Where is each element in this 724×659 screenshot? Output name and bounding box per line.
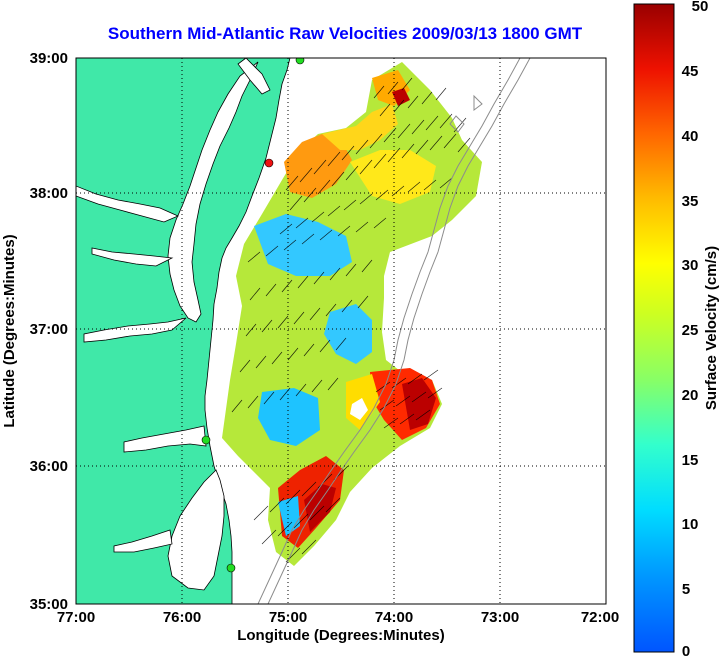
station-marker [295, 58, 305, 65]
y-axis-ticks: 39:00 38:00 37:00 36:00 35:00 [30, 50, 68, 613]
colorbar-tick-label: 35 [682, 193, 699, 210]
y-axis-label: Latitude (Degrees:Minutes) [1, 234, 18, 427]
station-marker [201, 435, 211, 445]
potomac-river [76, 185, 179, 223]
plot-frame [75, 57, 607, 605]
x-tick-label: 77:00 [57, 609, 95, 626]
colorbar-tick-label: 20 [682, 387, 699, 404]
colorbar-tick-label: 5 [682, 581, 690, 598]
colorbar-tick-label: 15 [682, 452, 699, 469]
map-title: Southern Mid-Atlantic Raw Velocities 200… [107, 24, 583, 43]
x-tick-label: 72:00 [581, 609, 619, 626]
x-tick-label: 75:00 [269, 609, 307, 626]
y-tick-label: 35:00 [30, 596, 68, 613]
albemarle-sound [123, 425, 207, 453]
land-mass [76, 58, 291, 604]
colorbar [633, 3, 675, 653]
x-tick-label: 76:00 [163, 609, 201, 626]
velocity-vectors [231, 77, 471, 563]
x-tick-label: 73:00 [481, 609, 519, 626]
colorbar-ticks: 50 45 40 35 30 25 20 15 10 5 0 [682, 0, 709, 659]
delaware-bay [237, 58, 271, 95]
james-river [83, 317, 187, 343]
map-plot-area [76, 58, 606, 604]
colorbar-tick-label: 45 [682, 63, 699, 80]
station-marker [264, 158, 274, 168]
colorbar-tick-label: 25 [682, 322, 699, 339]
x-axis-label: Longitude (Degrees:Minutes) [237, 627, 445, 644]
colorbar-label: Surface Velocity (cm/s) [703, 246, 720, 410]
colorbar-tick-label: 40 [682, 128, 699, 145]
y-tick-label: 39:00 [30, 50, 68, 67]
colorbar-tick-label: 0 [682, 643, 690, 659]
x-tick-label: 74:00 [375, 609, 413, 626]
grid-lines [76, 58, 606, 604]
colorbar-tick-label: 50 [692, 0, 709, 15]
rappahannock-river [91, 247, 174, 267]
y-tick-label: 37:00 [30, 321, 68, 338]
y-tick-label: 36:00 [30, 458, 68, 475]
colorbar-tick-label: 10 [682, 516, 699, 533]
pamlico-river [113, 529, 173, 553]
colorbar-tick-label: 30 [682, 257, 699, 274]
y-tick-label: 38:00 [30, 185, 68, 202]
velocity-field [222, 62, 482, 566]
x-axis-ticks: 77:00 76:00 75:00 74:00 73:00 72:00 [57, 609, 619, 626]
station-marker [226, 563, 236, 573]
pamlico-sound [167, 469, 225, 591]
chesapeake-bay [167, 61, 259, 323]
